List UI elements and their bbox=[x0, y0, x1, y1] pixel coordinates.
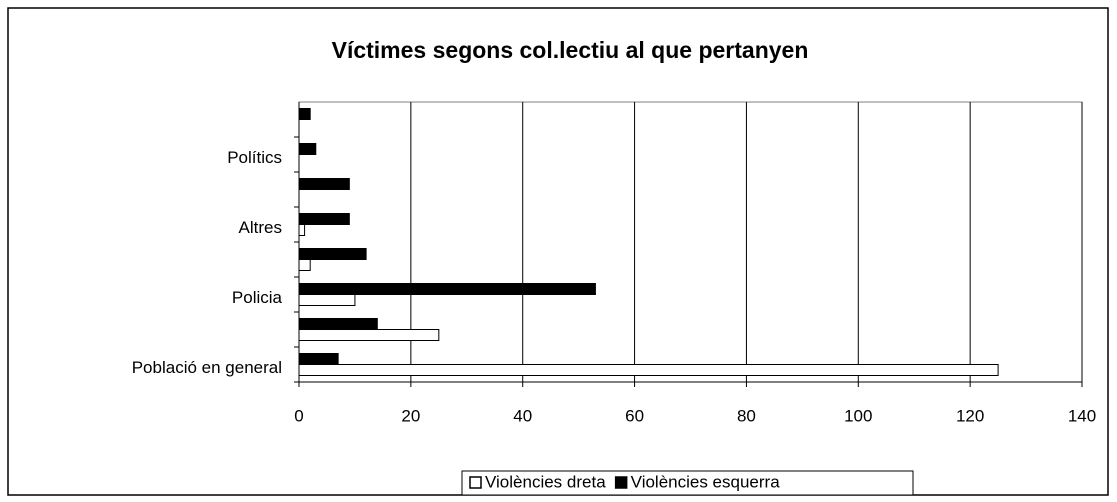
bar bbox=[298, 259, 311, 271]
x-tick-label: 0 bbox=[294, 406, 303, 425]
y-tick-label: Població en general bbox=[132, 358, 282, 377]
legend-label: Violències esquerra bbox=[631, 472, 781, 491]
legend-label: Violències dreta bbox=[485, 472, 606, 491]
legend-swatch bbox=[469, 476, 482, 489]
bar bbox=[298, 329, 440, 341]
bar bbox=[298, 353, 339, 365]
bar bbox=[298, 178, 350, 190]
bar bbox=[298, 318, 378, 330]
legend-box bbox=[461, 470, 914, 496]
x-tick-label: 120 bbox=[956, 406, 984, 425]
y-tick-label: Altres bbox=[239, 218, 282, 237]
y-tick-label: Polítics bbox=[227, 148, 282, 167]
bar bbox=[298, 143, 317, 155]
bar bbox=[298, 108, 311, 120]
x-tick-label: 20 bbox=[401, 406, 420, 425]
x-tick-label: 60 bbox=[625, 406, 644, 425]
x-tick-label: 80 bbox=[737, 406, 756, 425]
x-tick-label: 100 bbox=[844, 406, 872, 425]
bar bbox=[298, 213, 350, 225]
bar bbox=[298, 224, 306, 236]
bar bbox=[298, 364, 999, 376]
legend-swatch bbox=[614, 476, 628, 489]
chart-title: Víctimes segons col.lectiu al que pertan… bbox=[332, 37, 809, 63]
bar bbox=[298, 294, 356, 306]
bar bbox=[298, 248, 367, 260]
bar bbox=[298, 283, 596, 295]
x-tick-label: 40 bbox=[513, 406, 532, 425]
y-tick-label: Policia bbox=[232, 288, 283, 307]
x-tick-label: 140 bbox=[1068, 406, 1096, 425]
